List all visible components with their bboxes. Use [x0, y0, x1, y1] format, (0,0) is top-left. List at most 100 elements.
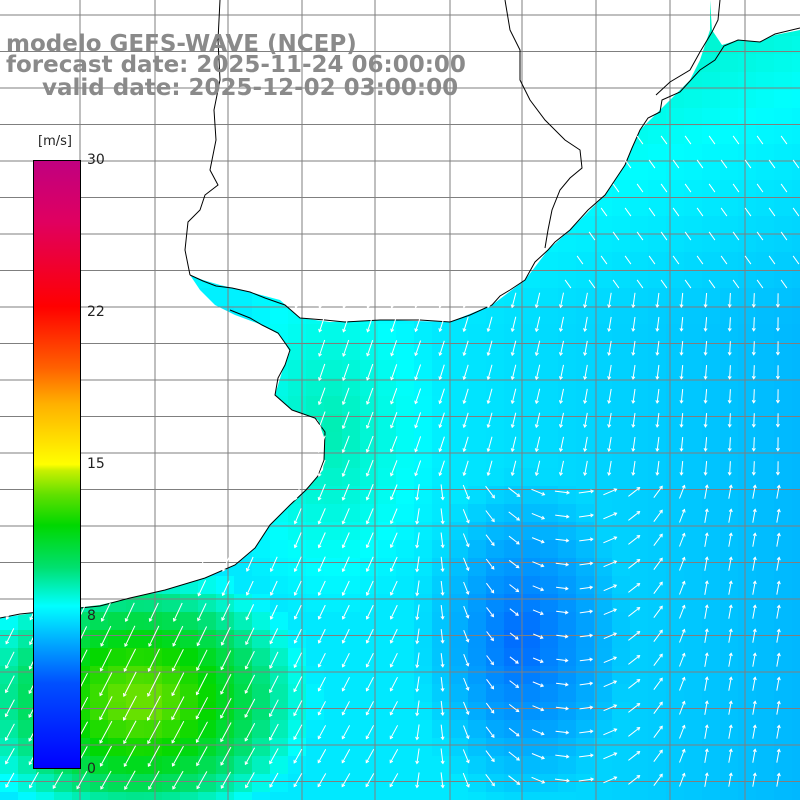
field-cell: [558, 486, 577, 505]
field-cell: [666, 108, 685, 127]
field-cell: [252, 612, 271, 631]
field-cell: [720, 594, 739, 613]
wind-arrow: [485, 485, 495, 499]
wind-arrow: [341, 652, 350, 668]
field-cell: [774, 396, 793, 415]
wind-arrow: [365, 411, 374, 429]
field-cell: [324, 756, 343, 775]
field-cell: [342, 432, 361, 451]
wind-arrow: [100, 625, 112, 647]
field-cell: [576, 486, 595, 505]
wind-arrow: [752, 652, 757, 667]
wind-arrow: [564, 279, 572, 289]
field-cell: [90, 774, 109, 793]
field-cell: [540, 342, 559, 361]
field-cell: [594, 342, 613, 361]
field-cell: [594, 306, 613, 325]
field-cell: [486, 378, 505, 397]
wind-arrow: [99, 648, 112, 672]
wind-arrow: [462, 533, 470, 548]
field-cell: [630, 522, 649, 541]
wind-arrow: [534, 292, 541, 309]
wind-arrow: [365, 676, 374, 692]
wind-arrow: [751, 461, 756, 476]
wind-arrow: [486, 436, 493, 453]
wind-arrow: [679, 748, 686, 763]
field-cell: [594, 522, 613, 541]
field-cell: [18, 666, 37, 685]
wind-arrow: [4, 723, 15, 742]
wind-arrow: [389, 773, 399, 788]
wind-arrow: [752, 508, 757, 523]
wind-arrow: [124, 625, 136, 648]
field-cell: [180, 792, 199, 800]
field-cell: [630, 324, 649, 343]
field-cell: [486, 792, 505, 800]
field-cell: [198, 648, 217, 667]
wind-arrow: [172, 602, 183, 622]
wind-arrow: [220, 650, 232, 671]
field-cell: [666, 702, 685, 721]
field-cell: [504, 450, 523, 469]
field-cell: [396, 558, 415, 577]
wind-arrow: [531, 753, 545, 760]
field-cell: [450, 774, 469, 793]
wind-arrow: [317, 676, 326, 692]
field-cell: [756, 576, 775, 595]
wind-arrow: [196, 771, 208, 790]
wind-arrow: [744, 255, 752, 265]
field-cell: [576, 324, 595, 343]
field-cell: [774, 684, 793, 703]
field-cell: [720, 414, 739, 433]
field-cell: [702, 306, 721, 325]
field-cell: [306, 702, 325, 721]
wind-arrow: [628, 583, 641, 593]
wind-arrow: [756, 135, 764, 145]
wind-arrow: [653, 557, 663, 570]
field-cell: [738, 594, 757, 613]
field-cell: [630, 162, 649, 181]
field-cell: [306, 630, 325, 649]
field-cell: [648, 504, 667, 523]
field-cell: [720, 648, 739, 667]
field-cell: [684, 270, 703, 289]
wind-arrow: [508, 511, 521, 521]
field-cell: [234, 288, 253, 307]
field-cell: [774, 522, 793, 541]
field-cell: [666, 792, 685, 800]
field-cell: [414, 486, 433, 505]
field-cell: [378, 342, 397, 361]
field-cell: [684, 396, 703, 415]
wind-arrow: [366, 340, 374, 357]
field-cell: [684, 738, 703, 757]
field-cell: [378, 720, 397, 739]
wind-arrow: [728, 628, 733, 643]
field-cell: [270, 720, 289, 739]
wind-arrow: [679, 556, 686, 571]
wind-arrow: [583, 460, 588, 477]
wind-arrow: [390, 340, 398, 357]
field-cell: [522, 414, 541, 433]
wind-arrow: [365, 556, 374, 573]
field-cell: [486, 648, 505, 667]
field-cell: [774, 702, 793, 721]
field-cell: [270, 540, 289, 559]
wind-arrow: [463, 654, 470, 667]
wind-arrow: [555, 562, 570, 567]
field-cell: [504, 558, 523, 577]
field-cell: [756, 612, 775, 631]
field-cell: [774, 720, 793, 739]
wind-arrow: [366, 363, 374, 381]
wind-arrow: [532, 681, 545, 688]
wind-arrow: [268, 699, 279, 718]
field-cell: [684, 774, 703, 793]
wind-arrow: [293, 700, 303, 717]
wind-arrow: [672, 159, 680, 169]
wind-arrow: [196, 626, 208, 647]
field-cell: [180, 612, 199, 631]
field-cell: [450, 558, 469, 577]
field-cell: [522, 612, 541, 631]
field-cell: [684, 144, 703, 163]
field-cell: [144, 630, 163, 649]
